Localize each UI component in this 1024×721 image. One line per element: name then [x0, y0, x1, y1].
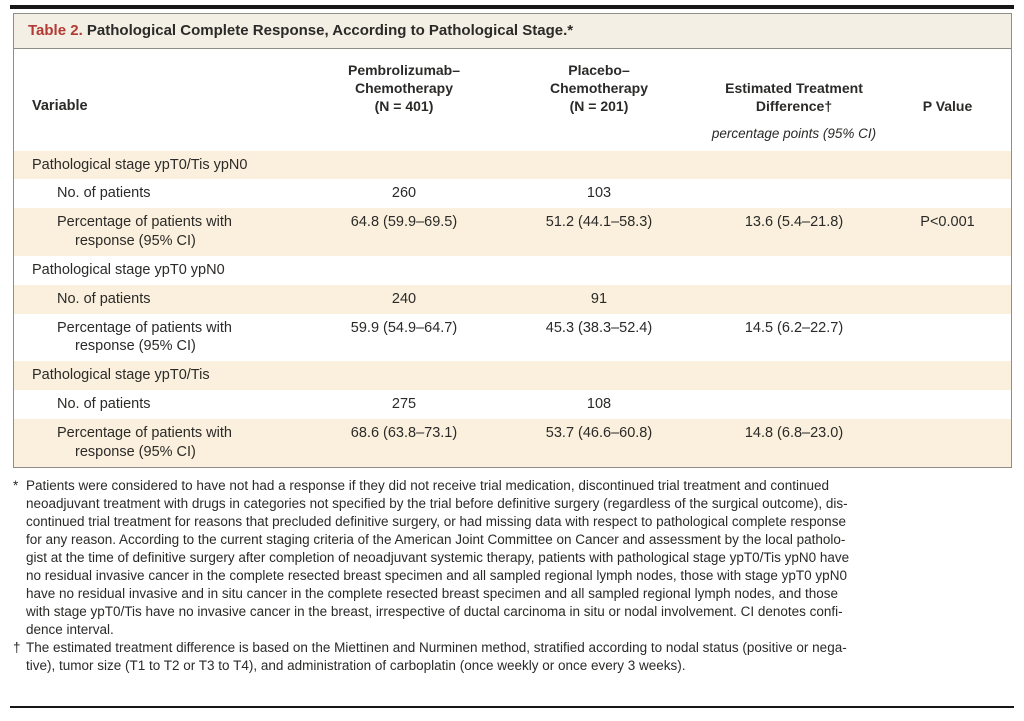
table-title-text: Pathological Complete Response, Accordin…	[82, 22, 574, 39]
pembrolizumab-value: 240	[391, 290, 417, 307]
table-body: Pathological stage ypT0/Tis ypN0 No. of …	[14, 150, 1011, 467]
footnote-line: no residual invasive cancer in the compl…	[26, 567, 847, 583]
footnote-text: The estimated treatment difference is ba…	[26, 639, 1010, 675]
pembrolizumab-value: 68.6 (63.8–73.1)	[350, 425, 458, 441]
placebo-value: 53.7 (46.6–60.8)	[545, 425, 653, 441]
table-row-group-ypt0-ypn0: Pathological stage ypT0 ypN0	[14, 256, 1011, 285]
footnote-line: neoadjuvant treatment with drugs in cate…	[26, 495, 848, 511]
group-row-label: Pathological stage ypT0 ypN0	[32, 261, 225, 278]
footnote-asterisk: * Patients were considered to have not h…	[13, 477, 1010, 639]
units-row: percentage points (95% CI)	[14, 118, 1011, 151]
footnote-dagger: † The estimated treatment difference is …	[13, 639, 1010, 675]
table-row: Percentage of patients with response (95…	[14, 419, 1011, 467]
column-header-row: Variable Pembrolizumab– Chemotherapy (N …	[14, 49, 1011, 118]
column-header-pembrolizumab-chemotherapy: Pembrolizumab– Chemotherapy (N = 401)	[347, 62, 461, 115]
placebo-value: 45.3 (38.3–52.4)	[545, 319, 653, 336]
top-rule	[10, 5, 1014, 9]
footnote-line: for any reason. According to the current…	[26, 531, 846, 547]
units-label: percentage points (95% CI)	[711, 125, 877, 141]
footnote-text: Patients were considered to have not had…	[26, 477, 1010, 639]
footnote-line: continued trial treatment for reasons th…	[26, 513, 846, 529]
table-row-group-ypt0tis-ypn0: Pathological stage ypT0/Tis ypN0	[14, 150, 1011, 180]
footnote-line: tive), tumor size (T1 to T2 or T3 to T4)…	[26, 657, 686, 673]
row-label: Percentage of patients with response (95…	[57, 214, 232, 250]
footnote-line: Patients were considered to have not had…	[26, 477, 829, 493]
group-row-label: Pathological stage ypT0/Tis	[32, 367, 210, 384]
row-label: No. of patients	[57, 396, 151, 413]
difference-value: 14.8 (6.8–23.0)	[744, 425, 844, 441]
placebo-value: 91	[590, 290, 608, 307]
row-label: No. of patients	[57, 185, 151, 202]
difference-value: 13.6 (5.4–21.8)	[744, 214, 844, 231]
table-number-label: Table 2.	[28, 22, 83, 39]
footnote-line: have no residual invasive and in situ ca…	[26, 585, 838, 601]
bottom-rule	[10, 706, 1014, 708]
table-title: Table 2. Pathological Complete Response,…	[14, 14, 1011, 49]
table2-pathological-complete-response: Table 2. Pathological Complete Response,…	[13, 13, 1012, 468]
footnote-line: gist at the time of definitive surgery a…	[26, 549, 850, 565]
pembrolizumab-value: 275	[391, 396, 417, 413]
column-header-p-value: P Value	[922, 98, 973, 115]
column-header-estimated-treatment-difference: Estimated Treatment Difference†	[725, 80, 863, 115]
table-row: Percentage of patients with response (95…	[14, 314, 1011, 362]
group-row-label: Pathological stage ypT0/Tis ypN0	[32, 156, 248, 173]
placebo-value: 108	[586, 396, 612, 413]
difference-value: 14.5 (6.2–22.7)	[744, 319, 844, 336]
placebo-value: 103	[586, 185, 612, 202]
footnote-marker: †	[13, 639, 21, 655]
table-row: No. of patients 240 91	[14, 284, 1011, 314]
pembrolizumab-value: 59.9 (54.9–64.7)	[350, 319, 458, 336]
p-value: P<0.001	[920, 214, 975, 231]
column-header-variable: Variable	[32, 97, 88, 114]
table-row-group-ypt0tis: Pathological stage ypT0/Tis	[14, 361, 1011, 391]
row-label: No. of patients	[57, 290, 151, 307]
row-label: Percentage of patients with response (95…	[57, 319, 232, 355]
footnote-line: The estimated treatment difference is ba…	[26, 639, 847, 655]
pembrolizumab-value: 260	[391, 185, 417, 202]
placebo-value: 51.2 (44.1–58.3)	[545, 214, 653, 231]
footnotes: * Patients were considered to have not h…	[13, 477, 1010, 675]
column-header-placebo-chemotherapy: Placebo– Chemotherapy (N = 201)	[549, 62, 649, 115]
footnote-line: with stage ypT0/Tis have no invasive can…	[26, 603, 843, 619]
row-label: Percentage of patients with response (95…	[57, 425, 232, 460]
footnote-marker: *	[13, 477, 19, 493]
table-row: No. of patients 260 103	[14, 179, 1011, 208]
table-row: No. of patients 275 108	[14, 390, 1011, 419]
table-row: Percentage of patients with response (95…	[14, 208, 1011, 256]
footnote-line: dence interval.	[26, 621, 114, 637]
pembrolizumab-value: 64.8 (59.9–69.5)	[350, 214, 458, 231]
